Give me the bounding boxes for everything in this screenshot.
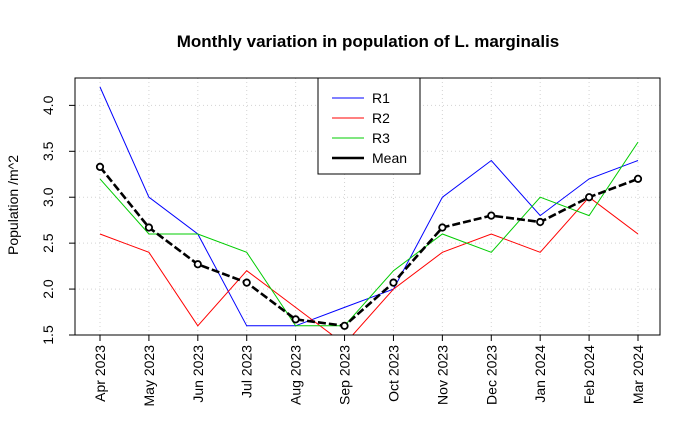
series-group: [95, 86, 643, 335]
mean-point: [536, 217, 545, 227]
legend-label-r3: R3: [372, 130, 390, 146]
mean-point: [144, 223, 154, 232]
series-line-r2: [99, 196, 639, 335]
mean-point: [633, 174, 643, 183]
x-tick-label: Jan 2024: [532, 345, 548, 403]
x-tick-label: Apr 2023: [92, 345, 108, 402]
mean-point: [389, 278, 398, 287]
legend-label-r2: R2: [372, 110, 390, 126]
y-tick-label: 2.0: [40, 279, 56, 299]
series-line-r3: [99, 141, 639, 327]
x-tick-label: Sep 2023: [337, 345, 353, 405]
x-tick-label: Nov 2023: [434, 345, 450, 405]
mean-point: [438, 223, 447, 232]
mean-point: [242, 278, 251, 287]
x-tick-label: Jun 2023: [190, 345, 206, 403]
legend: R1 R2 R3 Mean: [317, 77, 421, 175]
x-tick-label: Dec 2023: [483, 345, 499, 405]
mean-point: [291, 315, 300, 324]
axes: Apr 2023 May 2023 Jun 2023 Jul 2023 Aug 2023…: [40, 77, 661, 407]
chart-title: Monthly variation in population of L. ma…: [177, 32, 560, 51]
y-tick-label: 3.5: [40, 141, 56, 161]
mean-point: [95, 162, 105, 172]
x-tick-label: Feb 2024: [581, 345, 597, 404]
mean-point: [340, 321, 349, 330]
x-tick-label: Aug 2023: [288, 345, 304, 405]
x-tick-label: Jul 2023: [239, 345, 255, 398]
x-tick-label: Oct 2023: [385, 345, 401, 402]
y-axis-label: Population /m^2: [5, 155, 21, 255]
mean-point: [487, 211, 496, 220]
mean-point: [584, 193, 594, 202]
y-tick-label: 1.5: [40, 325, 56, 345]
y-tick-label: 2.5: [40, 233, 56, 253]
series-line-mean: [98, 166, 639, 328]
y-tick-label: 4.0: [40, 95, 56, 115]
x-tick-label: Mar 2024: [630, 345, 646, 404]
y-tick-label: 3.0: [40, 187, 56, 207]
legend-label-mean: Mean: [372, 150, 407, 166]
mean-point: [193, 260, 202, 269]
legend-label-r1: R1: [372, 90, 390, 106]
x-tick-label: May 2023: [141, 345, 157, 407]
